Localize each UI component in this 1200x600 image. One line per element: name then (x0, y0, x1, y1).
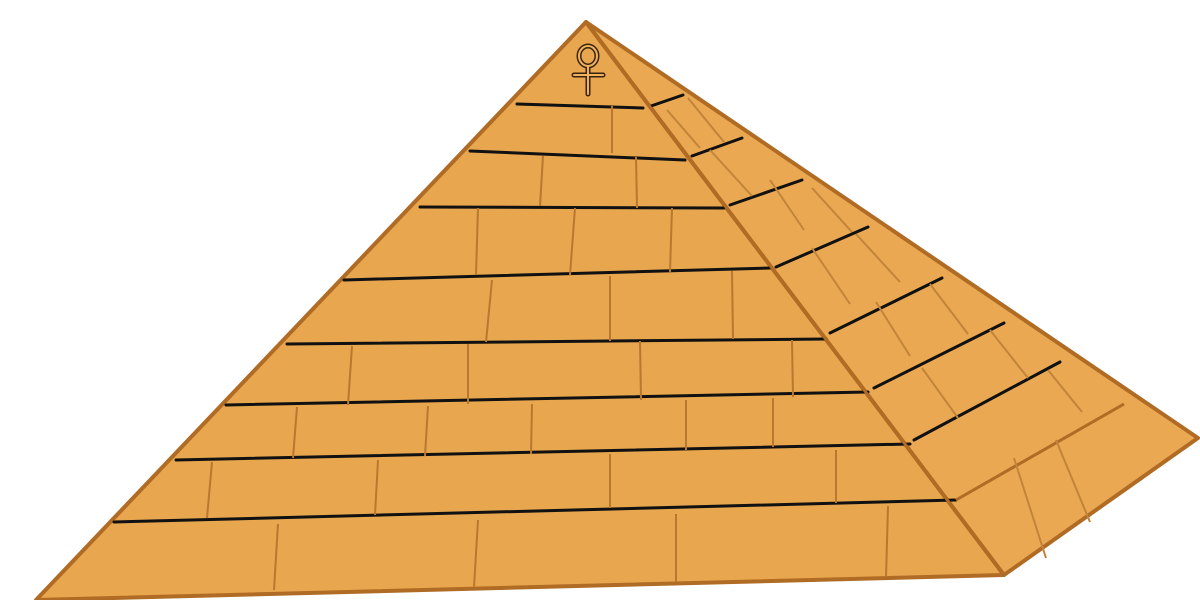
front-course-lines (112, 102, 958, 524)
front-block-seams (206, 106, 889, 591)
ankh-icon-fill (573, 45, 604, 95)
side-lower-band-line (955, 402, 1125, 502)
pyramid-ridge (584, 21, 1006, 576)
side-course-lines (649, 93, 1062, 442)
side-block-seams (666, 97, 1091, 559)
